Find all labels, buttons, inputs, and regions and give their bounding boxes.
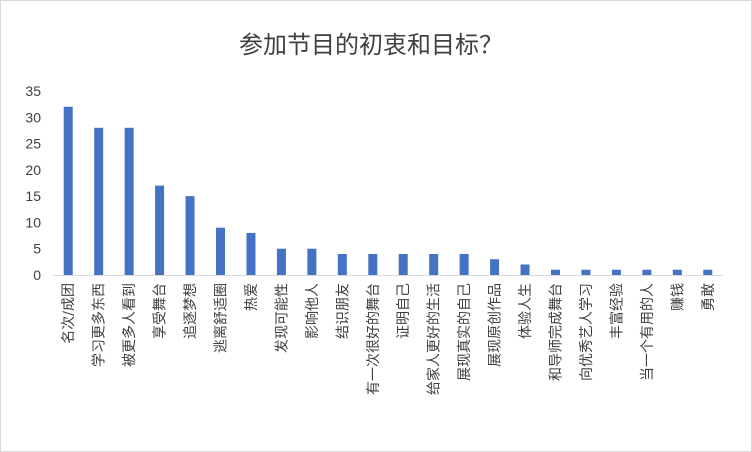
category-labels: 名次/成团 学习更多东西 被更多人看到 享受舞台 追逐梦想 逃离舒适圈 热爱 发现可能性 影响他… <box>61 283 717 395</box>
category-label: 追逐梦想 <box>183 283 199 339</box>
category-label: 展现原创作品 <box>488 283 504 367</box>
bar <box>246 232 256 275</box>
bar <box>398 253 408 275</box>
y-tick-label: 30 <box>25 109 41 125</box>
y-tick-label: 5 <box>33 241 41 257</box>
category-label: 展现真实的自己 <box>457 283 473 381</box>
category-label: 当一个有用的人 <box>640 283 656 381</box>
bar <box>337 253 347 275</box>
category-label: 有一次很好的舞台 <box>366 283 382 395</box>
category-label: 勇敢 <box>701 283 717 311</box>
y-tick-label: 35 <box>25 83 41 99</box>
y-axis-ticks: 0 5 10 15 20 25 30 35 <box>25 83 41 283</box>
bar <box>276 248 286 275</box>
bar <box>94 127 104 275</box>
y-tick-label: 15 <box>25 188 41 204</box>
bar <box>642 269 652 275</box>
bar <box>611 269 621 275</box>
bar <box>216 227 225 275</box>
category-label: 学习更多东西 <box>91 283 108 367</box>
category-label: 发现可能性 <box>274 283 290 353</box>
bars <box>63 106 713 276</box>
y-tick-label: 25 <box>25 136 41 152</box>
bar <box>63 106 73 276</box>
category-label: 热爱 <box>244 283 260 311</box>
bar <box>551 269 560 275</box>
bar <box>520 264 530 275</box>
bar <box>459 253 469 275</box>
category-label: 赚钱 <box>670 283 686 311</box>
y-tick-label: 10 <box>25 214 41 230</box>
category-label: 名次/成团 <box>61 283 77 344</box>
category-label: 被更多人看到 <box>121 283 138 367</box>
y-tick-label: 0 <box>33 267 41 283</box>
bar <box>185 196 195 275</box>
chart-title: 参加节目的初衷和目标？ <box>239 31 503 59</box>
bar <box>490 259 500 275</box>
bar <box>703 269 713 275</box>
category-label: 结识朋友 <box>335 283 351 339</box>
category-label: 证明自己 <box>396 283 412 339</box>
bar <box>368 253 378 275</box>
bar <box>124 127 134 275</box>
category-label: 和导师完成舞台 <box>549 283 565 381</box>
bar <box>429 253 439 275</box>
bar <box>307 248 317 275</box>
bar <box>672 269 682 275</box>
bar <box>155 185 165 275</box>
category-label: 影响他人 <box>305 283 321 339</box>
category-label: 给家人更好的生活 <box>426 283 443 395</box>
category-label: 逃离舒适圈 <box>213 283 230 353</box>
y-tick-label: 20 <box>25 162 41 178</box>
category-label: 向优秀艺人学习 <box>579 283 595 381</box>
category-label: 体验人生 <box>518 283 534 339</box>
category-label: 享受舞台 <box>152 283 169 339</box>
category-label: 丰富经验 <box>608 283 625 339</box>
bar <box>581 269 591 275</box>
